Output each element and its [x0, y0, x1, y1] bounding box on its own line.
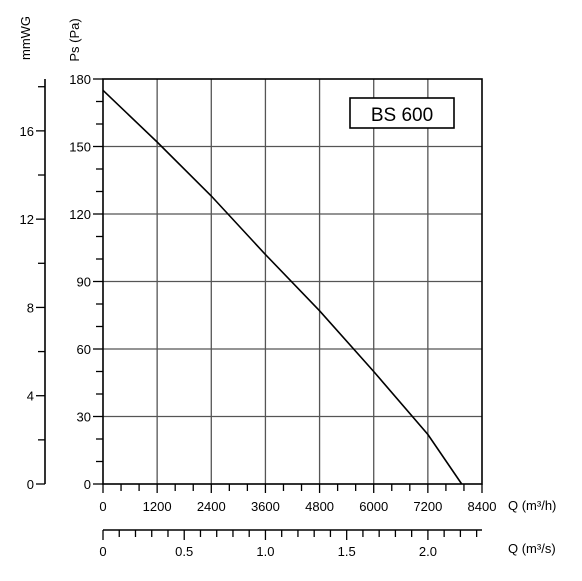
x-primary-tick-label: 2400 [197, 499, 226, 514]
x-secondary-tick-label: 1.5 [338, 544, 356, 559]
x-primary-tick-label: 8400 [468, 499, 497, 514]
y-secondary-tick-label: 16 [20, 124, 34, 139]
y-primary-tick-label: 0 [84, 477, 91, 492]
y-primary-tick-label: 90 [77, 275, 91, 290]
chart-label: BS 600 [371, 105, 433, 126]
y-primary-tick-label: 150 [69, 140, 91, 155]
y-primary-tick-label: 30 [77, 410, 91, 425]
x-secondary-tick-label: 1.0 [256, 544, 274, 559]
x-primary-axis-label: Q (m³/h) [508, 498, 556, 513]
x-primary-tick-label: 1200 [143, 499, 172, 514]
y-primary-tick-label: 180 [69, 72, 91, 87]
y-secondary-axis-label: mmWG [18, 16, 33, 60]
x-primary-tick-label: 7200 [413, 499, 442, 514]
y-secondary-tick-label: 0 [27, 477, 34, 492]
x-primary-tick-label: 6000 [359, 499, 388, 514]
y-secondary-tick-label: 12 [20, 212, 34, 227]
x-primary-tick-label: 4800 [305, 499, 334, 514]
x-secondary-tick-label: 0.5 [175, 544, 193, 559]
x-secondary-tick-label: 0 [99, 544, 106, 559]
chart-label-border [349, 97, 455, 129]
y-primary-tick-label: 120 [69, 207, 91, 222]
y-secondary-tick-label: 8 [27, 300, 34, 315]
x-secondary-axis-label: Q (m³/s) [508, 541, 556, 556]
curve-layer [102, 89, 463, 485]
chart-label-box: BS 600 [349, 97, 455, 129]
x-primary-tick-label: 0 [99, 499, 106, 514]
x-primary-tick-label: 3600 [251, 499, 280, 514]
x-secondary-tick-label: 2.0 [419, 544, 437, 559]
axes-layer: 0 1200 2400 3600 4800 6000 7200 840003060901201… [20, 72, 497, 559]
y-primary-tick-label: 60 [77, 342, 91, 357]
performance-curve [102, 89, 463, 485]
y-primary-axis-label: Ps (Pa) [67, 18, 82, 61]
y-secondary-tick-label: 4 [27, 389, 34, 404]
